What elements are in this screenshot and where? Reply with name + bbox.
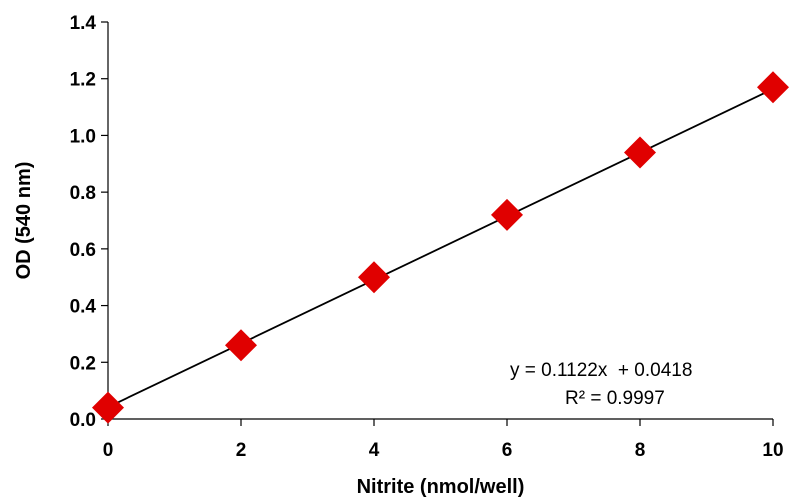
trendline-group: [107, 88, 774, 408]
x-tick-label: 2: [236, 440, 247, 461]
trendline: [107, 88, 774, 408]
y-tick-label: 0.2: [70, 353, 96, 374]
x-tick-label: 8: [635, 440, 646, 461]
data-point: [624, 136, 656, 169]
points-group: [92, 71, 789, 424]
x-tick-label: 0: [103, 440, 114, 461]
y-tick-label: 1.4: [70, 13, 97, 34]
y-tick-label: 0.8: [70, 183, 96, 204]
labels-group: 0.0 0.2 0.4 0.6 0.8 1.0 1.2 1.4 0 2 4 6 8 10: [70, 13, 784, 461]
y-tick-label: 0.0: [70, 410, 96, 431]
y-tick-label: 1.2: [70, 70, 96, 91]
data-point: [491, 198, 523, 231]
trendline-r2: R² = 0.9997: [565, 388, 665, 409]
y-tick-label: 0.4: [70, 297, 97, 318]
x-tick-label: 4: [369, 440, 380, 461]
data-point: [92, 391, 124, 424]
data-point: [358, 261, 390, 294]
trendline-equation: y = 0.1122x + 0.0418: [510, 360, 692, 381]
x-axis-title: Nitrite (nmol/well): [357, 476, 525, 498]
y-axis-title: OD (540 nm): [13, 162, 35, 280]
data-point: [225, 329, 257, 362]
axes: [101, 21, 774, 426]
x-tick-label: 10: [762, 440, 783, 461]
y-tick-label: 0.6: [70, 240, 96, 261]
data-point: [757, 71, 789, 104]
y-tick-label: 1.0: [70, 126, 96, 147]
x-tick-label: 6: [502, 440, 513, 461]
